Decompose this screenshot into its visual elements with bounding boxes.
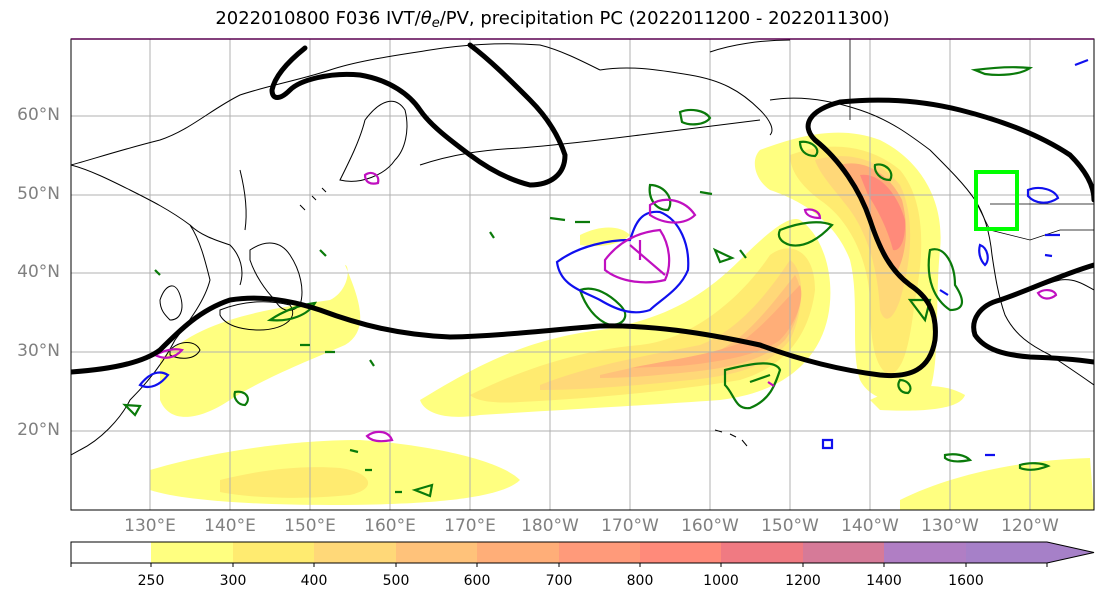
colorbar	[70, 541, 1095, 567]
colorbar-swatch	[314, 542, 396, 563]
lat-label: 20°N	[17, 420, 60, 440]
title-prefix: 2022010800 F036 IVT/	[215, 8, 421, 29]
colorbar-swatch	[884, 542, 966, 563]
colorbar-extend-arrow	[966, 542, 1094, 563]
colorbar-label: 800	[626, 573, 654, 589]
lon-label: 130°W	[921, 516, 979, 536]
political-borders	[849, 39, 1094, 241]
lon-label: 140°E	[204, 516, 256, 536]
lat-label: 50°N	[17, 184, 60, 204]
lon-label: 150°W	[761, 516, 819, 536]
lon-label: 170°W	[601, 516, 659, 536]
colorbar-swatch	[721, 542, 803, 563]
lat-label: 40°N	[17, 262, 60, 282]
lon-label: 150°E	[284, 516, 336, 536]
lat-label: 60°N	[17, 105, 60, 125]
title-suffix: /PV, precipitation PC (2022011200 - 2022…	[439, 8, 890, 29]
lon-label: 160°W	[681, 516, 739, 536]
colorbar-label: 1600	[948, 573, 984, 589]
lon-label: 170°E	[444, 516, 496, 536]
highlight-box	[974, 170, 1019, 231]
lon-label: 180°W	[521, 516, 579, 536]
colorbar-swatch	[233, 542, 314, 563]
lon-label: 120°W	[1001, 516, 1059, 536]
theta-e-magenta-contours	[152, 171, 1058, 443]
lat-label: 30°N	[17, 341, 60, 361]
page-title: 2022010800 F036 IVT/θe/PV, precipitation…	[0, 8, 1105, 31]
colorbar-label: 400	[300, 573, 328, 589]
lon-label: 140°W	[841, 516, 899, 536]
colorbar-swatch	[559, 542, 640, 563]
coastlines	[71, 39, 1094, 456]
colorbar-label: 500	[382, 573, 410, 589]
colorbar-label: 1200	[785, 573, 821, 589]
theta-e-green-contours	[122, 66, 1051, 498]
colorbar-label: 1400	[866, 573, 902, 589]
lon-label: 160°E	[364, 516, 416, 536]
colorbar-label: 700	[545, 573, 573, 589]
colorbar-label: 300	[219, 573, 247, 589]
colorbar-label: 250	[137, 573, 165, 589]
colorbar-swatch	[71, 542, 151, 563]
colorbar-label: 600	[463, 573, 491, 589]
colorbar-swatch	[396, 542, 477, 563]
theta-e-blue-contours	[138, 58, 1089, 457]
map-frame	[70, 38, 1095, 511]
colorbar-swatch	[151, 542, 233, 563]
lon-label: 130°E	[124, 516, 176, 536]
colorbar-label: 1000	[703, 573, 739, 589]
colorbar-swatch	[803, 542, 884, 563]
map-plot-area	[71, 39, 1094, 510]
pv-contour	[71, 42, 1094, 379]
colorbar-swatch	[640, 542, 721, 563]
title-theta: θ	[420, 8, 432, 29]
colorbar-swatch	[477, 542, 559, 563]
title-theta-subscript: e	[431, 16, 440, 31]
graticule	[71, 39, 1094, 510]
